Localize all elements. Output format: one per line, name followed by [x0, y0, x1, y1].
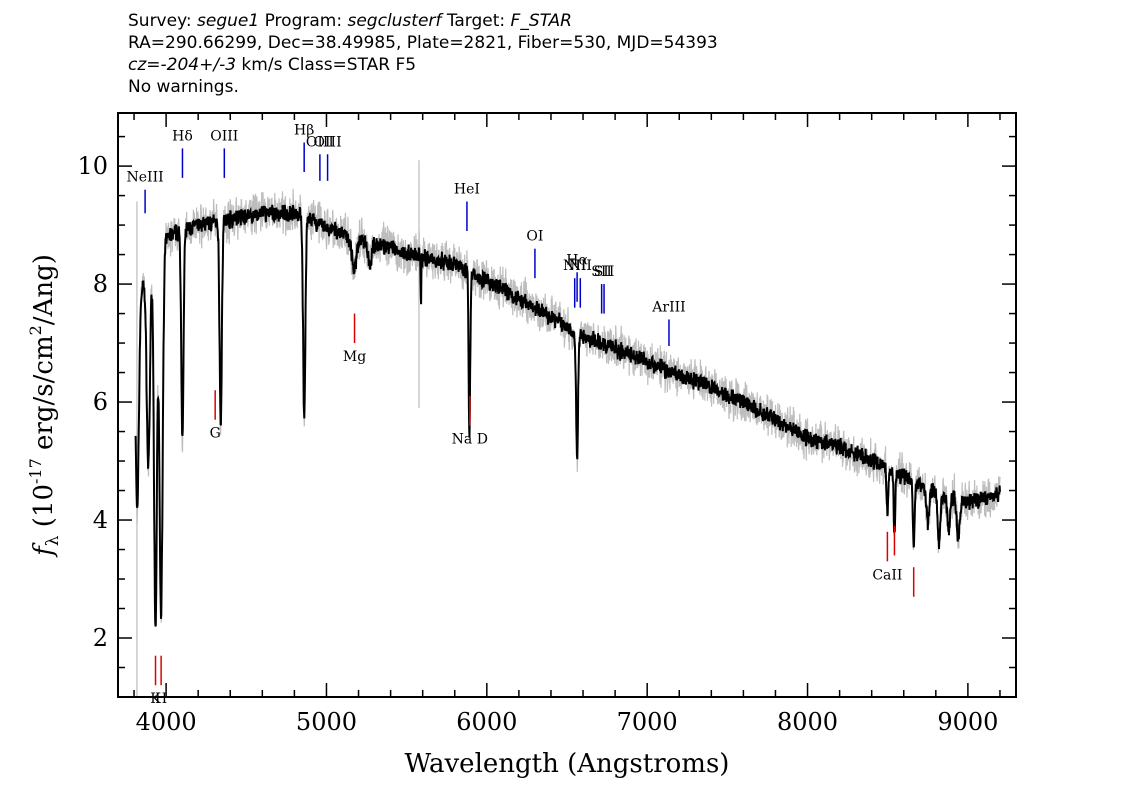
emission-marker-label: SII	[594, 264, 615, 280]
emission-marker-label: NeIII	[127, 170, 164, 186]
class-text: km/s Class=STAR F5	[236, 55, 417, 75]
error-trace	[135, 188, 1001, 624]
y-tick-label: 8	[93, 270, 108, 298]
y-axis-label-sub: λ	[43, 535, 63, 546]
x-tick-label: 5000	[296, 708, 357, 736]
spectrum-layer	[134, 160, 1001, 697]
program-label: Program:	[264, 11, 343, 31]
absorption-marker-label: G	[210, 426, 221, 442]
y-tick-label: 2	[93, 624, 108, 652]
emission-marker-label: Hα	[566, 252, 588, 268]
x-tick-label: 6000	[456, 708, 517, 736]
absorption-marker-label: H	[155, 691, 167, 707]
y-tick-label: 10	[77, 152, 108, 180]
emission-marker-label: NII	[569, 258, 592, 274]
emission-marker-label: OIII	[314, 134, 342, 150]
spectrum-header: Survey: segue1 Program: segclusterf Targ…	[128, 10, 718, 98]
absorption-marker-label: CaII	[872, 567, 902, 583]
header-line-3: cz=-204+/-3 km/s Class=STAR F5	[128, 54, 718, 76]
x-axis-label: Wavelength (Angstroms)	[405, 749, 730, 779]
absorption-marker-label: Na D	[452, 432, 488, 448]
emission-marker-label: HeI	[454, 181, 480, 197]
y-axis-label-part2: erg/s/cm	[29, 335, 59, 458]
emission-marker-label: OI	[526, 229, 543, 245]
y-tick-label: 4	[93, 506, 108, 534]
emission-marker-label: Hδ	[172, 128, 193, 144]
target-value: F_STAR	[510, 11, 572, 31]
y-axis-label-part3: /Ang)	[29, 254, 59, 325]
header-line-4: No warnings.	[128, 77, 239, 97]
absorption-marker-label: K	[150, 691, 161, 707]
axis-ticks: 4000 5000 6000 7000 8000 9000 2 4 6 8 10	[77, 113, 1016, 736]
y-axis-label-part1: (10	[29, 484, 59, 536]
emission-marker-label: Hβ	[294, 122, 314, 138]
emission-marker-label: OIII	[210, 128, 238, 144]
survey-label: Survey:	[128, 11, 192, 31]
y-axis-label-exp: -17	[26, 458, 45, 484]
emission-marker-label: ArIII	[651, 299, 685, 315]
y-axis-label-exp2: 2	[26, 325, 45, 335]
emission-marker-label: OIII	[306, 134, 334, 150]
plot-frame	[117, 112, 1017, 698]
redshift-value: cz=-204+/-3	[128, 55, 237, 75]
emission-marker-label: SII	[591, 264, 612, 280]
x-tick-label: 7000	[617, 708, 678, 736]
emission-marker-label: NII	[563, 258, 586, 274]
flux-trace	[134, 204, 1001, 627]
target-label: Target:	[446, 11, 506, 31]
header-line-1: Survey: segue1 Program: segclusterf Targ…	[128, 10, 718, 32]
y-axis-label: fλ (10-17 erg/s/cm2/Ang)	[26, 254, 63, 558]
y-tick-label: 6	[93, 388, 108, 416]
x-tick-label: 8000	[777, 708, 838, 736]
absorption-marker-label: Mg	[343, 349, 366, 365]
x-tick-label: 4000	[136, 708, 197, 736]
survey-value: segue1	[197, 11, 260, 31]
program-value: segclusterf	[347, 11, 442, 31]
x-tick-label: 9000	[937, 708, 998, 736]
header-line-2: RA=290.66299, Dec=38.49985, Plate=2821, …	[128, 33, 718, 53]
